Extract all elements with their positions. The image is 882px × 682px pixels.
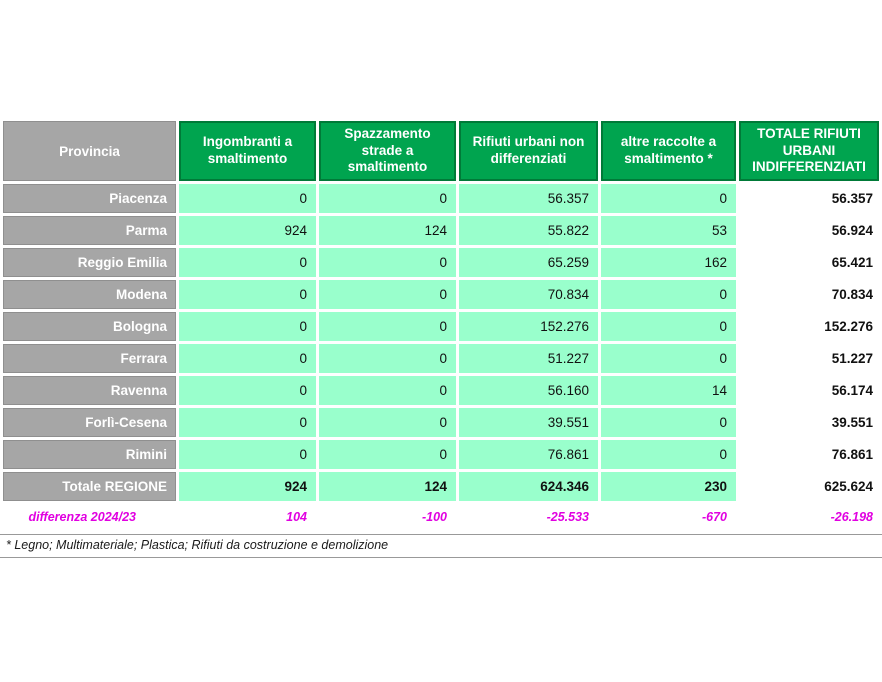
value-cell: 0 bbox=[601, 440, 736, 469]
col-header-rifiuti-non-differenziati: Rifiuti urbani non differenziati bbox=[459, 121, 598, 181]
province-cell: Forlì-Cesena bbox=[3, 408, 176, 437]
difference-value-cell: -670 bbox=[701, 510, 727, 524]
value-cell: 0 bbox=[319, 440, 456, 469]
total-cell: 56.924 bbox=[739, 216, 879, 245]
value-cell: 0 bbox=[319, 344, 456, 373]
value-cell: 0 bbox=[179, 376, 316, 405]
value-cell: 230 bbox=[601, 472, 736, 501]
value-cell: 124 bbox=[319, 472, 456, 501]
value-cell: 55.822 bbox=[459, 216, 598, 245]
value-cell: 0 bbox=[179, 408, 316, 437]
value-cell: 65.259 bbox=[459, 248, 598, 277]
total-cell: 39.551 bbox=[739, 408, 879, 437]
table-row-forli-cesena: Forlì-Cesena 0 0 39.551 0 39.551 bbox=[3, 408, 879, 437]
value-cell: 0 bbox=[319, 376, 456, 405]
col-header-altre-raccolte: altre raccolte a smaltimento * bbox=[601, 121, 736, 181]
value-cell: 0 bbox=[601, 344, 736, 373]
value-cell: 53 bbox=[601, 216, 736, 245]
value-cell: 0 bbox=[179, 184, 316, 213]
value-cell: 70.834 bbox=[459, 280, 598, 309]
province-cell: Totale REGIONE bbox=[3, 472, 176, 501]
col-header-totale: TOTALE RIFIUTI URBANI INDIFFERENZIATI bbox=[739, 121, 879, 181]
col-header-spazzamento: Spazzamento strade a smaltimento bbox=[319, 121, 456, 181]
value-cell: 0 bbox=[179, 440, 316, 469]
total-cell: 65.421 bbox=[739, 248, 879, 277]
value-cell: 0 bbox=[179, 248, 316, 277]
value-cell: 152.276 bbox=[459, 312, 598, 341]
total-cell: 76.861 bbox=[739, 440, 879, 469]
province-cell: Piacenza bbox=[3, 184, 176, 213]
difference-value-cell: -100 bbox=[421, 510, 447, 524]
table-row-reggio-emilia: Reggio Emilia 0 0 65.259 162 65.421 bbox=[3, 248, 879, 277]
value-cell: 14 bbox=[601, 376, 736, 405]
table-row-totale-regione: Totale REGIONE 924 124 624.346 230 625.6… bbox=[3, 472, 879, 501]
total-cell: 56.357 bbox=[739, 184, 879, 213]
province-cell: Reggio Emilia bbox=[3, 248, 176, 277]
value-cell: 124 bbox=[319, 216, 456, 245]
value-cell: 624.346 bbox=[459, 472, 598, 501]
value-cell: 924 bbox=[179, 216, 316, 245]
value-cell: 162 bbox=[601, 248, 736, 277]
total-cell: 51.227 bbox=[739, 344, 879, 373]
table-row-ravenna: Ravenna 0 0 56.160 14 56.174 bbox=[3, 376, 879, 405]
table-row-ferrara: Ferrara 0 0 51.227 0 51.227 bbox=[3, 344, 879, 373]
total-cell: 625.624 bbox=[739, 472, 879, 501]
total-cell: 56.174 bbox=[739, 376, 879, 405]
table-row-rimini: Rimini 0 0 76.861 0 76.861 bbox=[3, 440, 879, 469]
table-row-parma: Parma 924 124 55.822 53 56.924 bbox=[3, 216, 879, 245]
waste-data-table: Provincia Ingombranti a smaltimento Spaz… bbox=[0, 118, 882, 533]
value-cell: 0 bbox=[601, 312, 736, 341]
value-cell: 0 bbox=[319, 248, 456, 277]
value-cell: 0 bbox=[601, 184, 736, 213]
value-cell: 39.551 bbox=[459, 408, 598, 437]
value-cell: 0 bbox=[319, 312, 456, 341]
value-cell: 0 bbox=[601, 280, 736, 309]
table-row-modena: Modena 0 0 70.834 0 70.834 bbox=[3, 280, 879, 309]
value-cell: 0 bbox=[319, 408, 456, 437]
province-cell: Ferrara bbox=[3, 344, 176, 373]
value-cell: 0 bbox=[601, 408, 736, 437]
province-cell: Modena bbox=[3, 280, 176, 309]
province-cell: Bologna bbox=[3, 312, 176, 341]
value-cell: 0 bbox=[319, 184, 456, 213]
difference-row: differenza 2024/23 104 -100 -25.533 -670… bbox=[3, 504, 879, 530]
col-header-provincia: Provincia bbox=[3, 121, 176, 181]
total-cell: 152.276 bbox=[739, 312, 879, 341]
col-header-ingombranti: Ingombranti a smaltimento bbox=[179, 121, 316, 181]
value-cell: 0 bbox=[319, 280, 456, 309]
difference-value-cell: 104 bbox=[286, 510, 307, 524]
value-cell: 0 bbox=[179, 344, 316, 373]
value-cell: 0 bbox=[179, 312, 316, 341]
waste-report-table-container: Provincia Ingombranti a smaltimento Spaz… bbox=[0, 118, 882, 558]
difference-value-cell: -25.533 bbox=[546, 510, 589, 524]
footnote: * Legno; Multimateriale; Plastica; Rifiu… bbox=[0, 534, 882, 558]
value-cell: 0 bbox=[179, 280, 316, 309]
table-header-row: Provincia Ingombranti a smaltimento Spaz… bbox=[3, 121, 879, 181]
table-row-piacenza: Piacenza 0 0 56.357 0 56.357 bbox=[3, 184, 879, 213]
value-cell: 51.227 bbox=[459, 344, 598, 373]
total-cell: 70.834 bbox=[739, 280, 879, 309]
value-cell: 76.861 bbox=[459, 440, 598, 469]
difference-total-cell: -26.198 bbox=[830, 510, 873, 524]
difference-label: differenza 2024/23 bbox=[28, 510, 136, 524]
table-row-bologna: Bologna 0 0 152.276 0 152.276 bbox=[3, 312, 879, 341]
province-cell: Parma bbox=[3, 216, 176, 245]
value-cell: 56.357 bbox=[459, 184, 598, 213]
value-cell: 924 bbox=[179, 472, 316, 501]
value-cell: 56.160 bbox=[459, 376, 598, 405]
province-cell: Rimini bbox=[3, 440, 176, 469]
province-cell: Ravenna bbox=[3, 376, 176, 405]
